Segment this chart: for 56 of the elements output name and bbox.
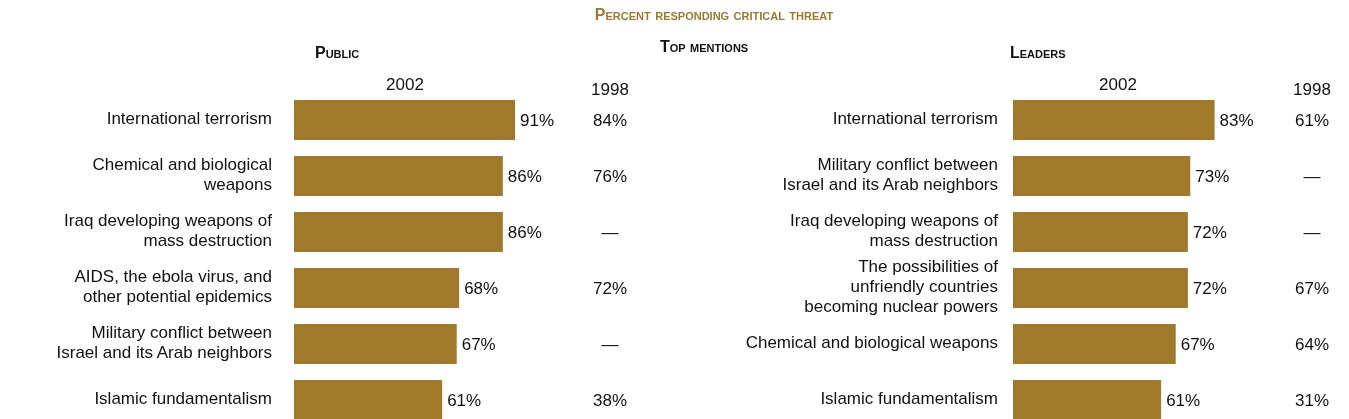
text: Percent responding critical threat bbox=[594, 6, 834, 23]
data-label: 73% bbox=[1195, 167, 1230, 187]
bar bbox=[294, 156, 503, 196]
y-tick-label: Iraq developing weapons of mass destruction bbox=[64, 211, 273, 251]
chart-title: Public bbox=[315, 44, 360, 61]
text: 38% bbox=[592, 391, 628, 411]
data-label: 91% bbox=[520, 111, 555, 131]
bar bbox=[294, 268, 460, 308]
bar bbox=[1013, 324, 1176, 364]
text: Top mentions bbox=[660, 38, 749, 55]
y-tick-label: Military conflict between Israel and its Arab neighbors bbox=[56, 323, 272, 363]
y-tick-label: Islamic fundamentalism bbox=[94, 389, 272, 409]
y-tick-label: Islamic fundamentalism bbox=[820, 389, 998, 409]
y-tick-label: The possibilities of unfriendly countries becoming nuclear powers bbox=[804, 257, 999, 317]
text: — bbox=[1303, 167, 1321, 187]
y-tick-label: International terrorism bbox=[832, 109, 998, 129]
bar bbox=[1013, 212, 1188, 252]
y-tick-label: International terrorism bbox=[106, 109, 272, 129]
bar bbox=[294, 324, 457, 364]
data-label: 83% bbox=[1219, 111, 1254, 131]
bar bbox=[1013, 380, 1162, 419]
data-label: 67% bbox=[1180, 335, 1215, 355]
bar bbox=[1013, 268, 1188, 308]
bar bbox=[294, 380, 443, 419]
text: — bbox=[1303, 223, 1321, 243]
bar bbox=[1013, 100, 1215, 140]
bar bbox=[1013, 156, 1191, 196]
bar bbox=[294, 212, 503, 252]
bar bbox=[294, 100, 515, 140]
text: 1998 bbox=[1293, 80, 1331, 99]
y-tick-label: Military conflict between Israel and its Arab neighbors bbox=[782, 155, 998, 195]
data-label: 61% bbox=[1166, 391, 1201, 411]
data-label: 86% bbox=[507, 223, 542, 243]
text: 1998 bbox=[591, 80, 629, 99]
y-tick-label: Chemical and biological weapons bbox=[92, 155, 272, 195]
text: 76% bbox=[592, 167, 628, 187]
y-tick-label: Iraq developing weapons of mass destruction bbox=[790, 211, 999, 251]
chart-title: Leaders bbox=[1010, 44, 1066, 61]
data-label: 72% bbox=[1192, 223, 1227, 243]
text: 31% bbox=[1294, 391, 1330, 411]
text: 67% bbox=[1294, 279, 1330, 299]
data-label: 68% bbox=[464, 279, 499, 299]
text: — bbox=[601, 335, 619, 355]
text: 72% bbox=[592, 279, 628, 299]
text: 64% bbox=[1294, 335, 1330, 355]
text: — bbox=[601, 223, 619, 243]
series-label: 2002 bbox=[1099, 75, 1137, 94]
y-tick-label: AIDS, the ebola virus, and other potential epidemics bbox=[74, 267, 272, 307]
data-label: 86% bbox=[507, 167, 542, 187]
data-label: 67% bbox=[461, 335, 496, 355]
data-label: 61% bbox=[447, 391, 482, 411]
series-label: 2002 bbox=[386, 75, 424, 94]
text: 84% bbox=[592, 111, 628, 131]
text: 61% bbox=[1294, 111, 1330, 131]
y-tick-label: Chemical and biological weapons bbox=[745, 333, 998, 353]
data-label: 72% bbox=[1192, 279, 1227, 299]
